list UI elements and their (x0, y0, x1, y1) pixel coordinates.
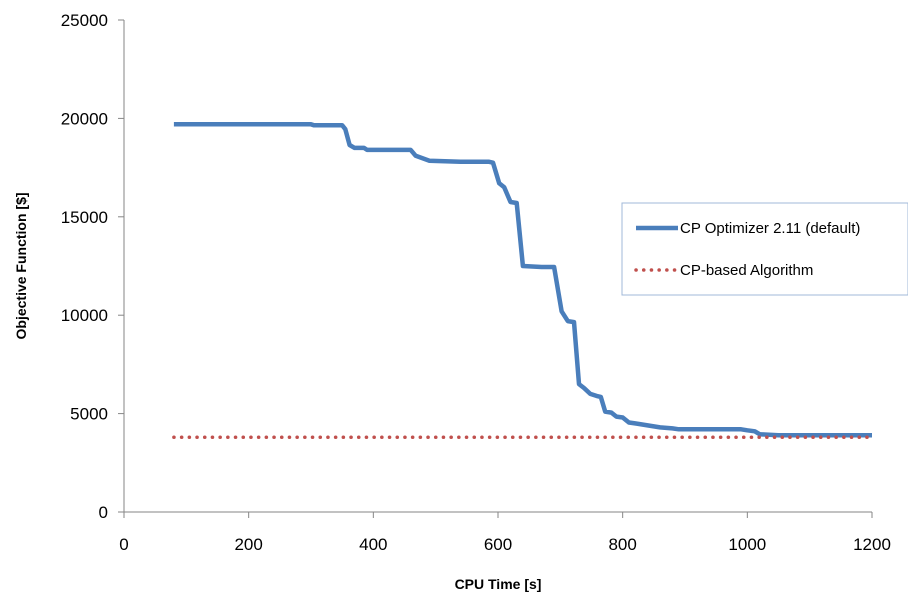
x-tick-label: 1000 (728, 535, 766, 554)
y-tick-label: 10000 (61, 306, 108, 325)
x-axis-title: CPU Time [s] (455, 576, 542, 592)
x-tick-label: 1200 (853, 535, 891, 554)
x-tick-label: 800 (608, 535, 636, 554)
y-tick-label: 25000 (61, 11, 108, 30)
legend-label: CP Optimizer 2.11 (default) (680, 220, 860, 237)
legend: CP Optimizer 2.11 (default) CP-based Algo… (621, 202, 908, 296)
y-tick-label: 0 (99, 503, 108, 522)
x-tick-label: 200 (234, 535, 262, 554)
x-tick-label: 600 (484, 535, 512, 554)
y-axis-title: Objective Function [$] (13, 192, 29, 339)
legend-box (621, 202, 908, 296)
y-tick-label: 5000 (70, 405, 108, 424)
series-layer (172, 122, 874, 439)
y-tick-label: 15000 (61, 208, 108, 227)
tick-labels: 0 5000 10000 15000 20000 25000 0 200 400 600 800 10… (61, 11, 891, 554)
x-tick-label: 0 (119, 535, 128, 554)
axes (118, 19, 873, 518)
x-tick-label: 400 (359, 535, 387, 554)
y-tick-label: 20000 (61, 109, 108, 128)
series-line-cp-optimizer (173, 122, 872, 438)
legend-label: CP-based Algorithm (680, 262, 813, 279)
